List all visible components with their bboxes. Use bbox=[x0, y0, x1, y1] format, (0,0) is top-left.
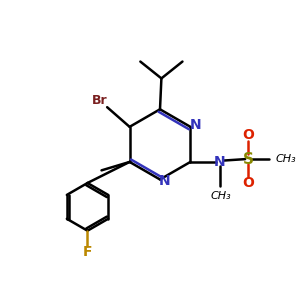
Text: CH₃: CH₃ bbox=[211, 191, 232, 201]
Text: F: F bbox=[83, 245, 92, 259]
Text: N: N bbox=[190, 118, 201, 132]
Text: Br: Br bbox=[92, 94, 108, 107]
Text: N: N bbox=[214, 155, 226, 169]
Text: O: O bbox=[242, 128, 254, 142]
Text: O: O bbox=[242, 176, 254, 190]
Text: N: N bbox=[159, 174, 171, 188]
Text: CH₃: CH₃ bbox=[276, 154, 297, 164]
Text: S: S bbox=[242, 152, 253, 166]
